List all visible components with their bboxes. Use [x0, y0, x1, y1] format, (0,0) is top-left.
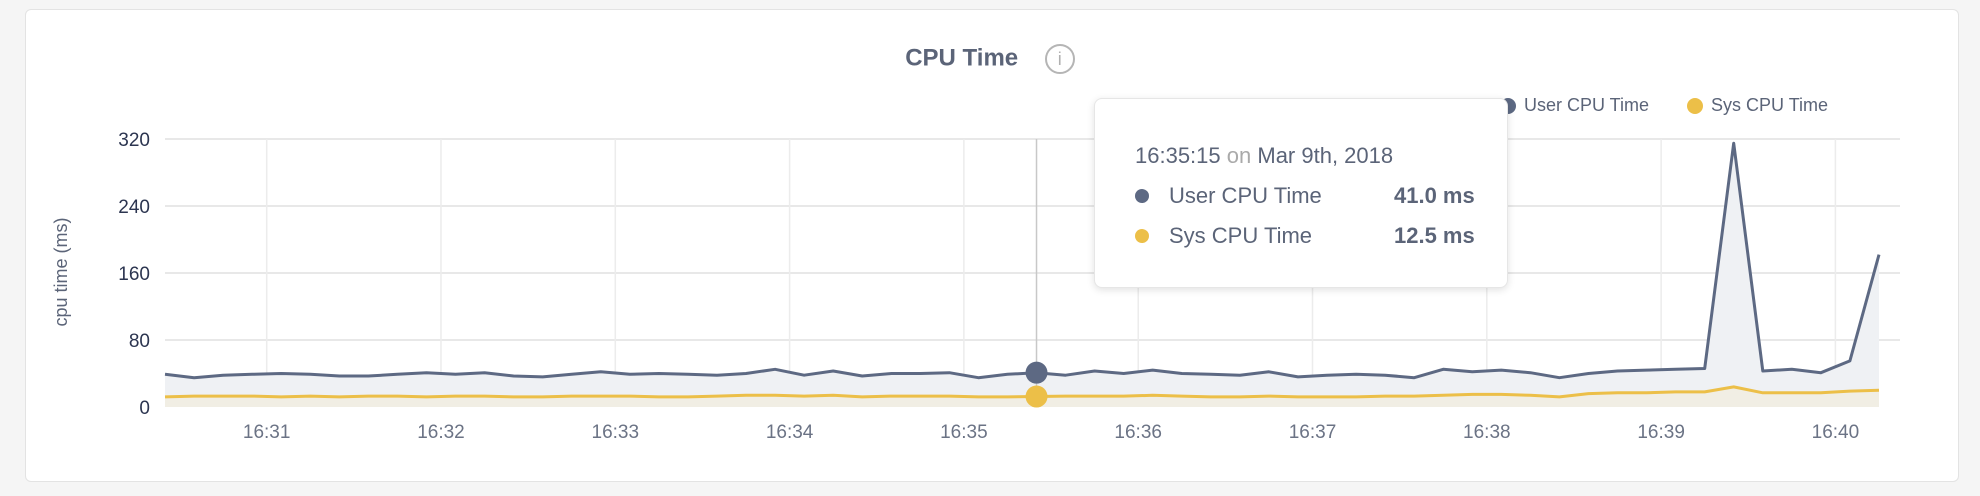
- series-dot-icon: [1135, 189, 1149, 203]
- x-tick-label: 16:39: [1637, 422, 1685, 443]
- legend-label: User CPU Time: [1524, 95, 1650, 115]
- legend-item-sys[interactable]: Sys CPU Time: [1687, 95, 1828, 116]
- x-tick-label: 16:34: [766, 422, 814, 443]
- series-line-0: [164, 141, 1881, 380]
- tooltip-row-sys: Sys CPU Time 12.5 ms: [1135, 223, 1507, 249]
- series-line-1: [164, 385, 1880, 399]
- legend-item-user[interactable]: User CPU Time: [1500, 95, 1649, 116]
- y-axis-title: cpu time (ms): [51, 217, 71, 326]
- x-tick-label: 16:38: [1463, 422, 1511, 443]
- x-tick-label: 16:36: [1114, 422, 1162, 443]
- tooltip: 16:35:15 on Mar 9th, 2018 User CPU Time …: [1094, 98, 1508, 288]
- tooltip-on: on: [1226, 143, 1252, 168]
- tooltip-time: 16:35:15: [1135, 143, 1221, 168]
- hover-point-1[interactable]: [1025, 385, 1048, 408]
- hover-point-0[interactable]: [1025, 361, 1048, 384]
- legend: User CPU Time Sys CPU Time: [1500, 95, 1828, 116]
- y-tick-label: 0: [139, 398, 150, 419]
- x-tick-label: 16:37: [1289, 422, 1337, 443]
- x-tick-label: 16:32: [417, 422, 465, 443]
- x-tick-label: 16:33: [592, 422, 640, 443]
- tooltip-row-user: User CPU Time 41.0 ms: [1135, 183, 1507, 209]
- x-tick-label: 16:35: [940, 422, 988, 443]
- tooltip-value: 41.0 ms: [1394, 183, 1475, 208]
- tooltip-value: 12.5 ms: [1394, 223, 1475, 248]
- y-tick-label: 80: [129, 331, 150, 352]
- series-dot-icon: [1135, 229, 1149, 243]
- x-tick-label: 16:31: [243, 422, 291, 443]
- tooltip-label: Sys CPU Time: [1169, 223, 1313, 248]
- legend-label: Sys CPU Time: [1711, 95, 1829, 115]
- tooltip-date: Mar 9th, 2018: [1257, 143, 1394, 168]
- chart-title: CPU Time: [905, 44, 1019, 72]
- y-tick-label: 320: [118, 130, 150, 151]
- y-tick-label: 240: [118, 197, 150, 218]
- chart-title-wrap: CPU Time i: [0, 44, 1980, 74]
- legend-dot-icon: [1687, 97, 1704, 114]
- x-tick-label: 16:40: [1812, 422, 1860, 443]
- tooltip-label: User CPU Time: [1169, 183, 1322, 208]
- info-circle-icon[interactable]: i: [1044, 44, 1075, 74]
- series-area-0: [165, 143, 1879, 407]
- y-tick-label: 160: [118, 264, 150, 285]
- tooltip-header: 16:35:15 on Mar 9th, 2018: [1135, 143, 1507, 169]
